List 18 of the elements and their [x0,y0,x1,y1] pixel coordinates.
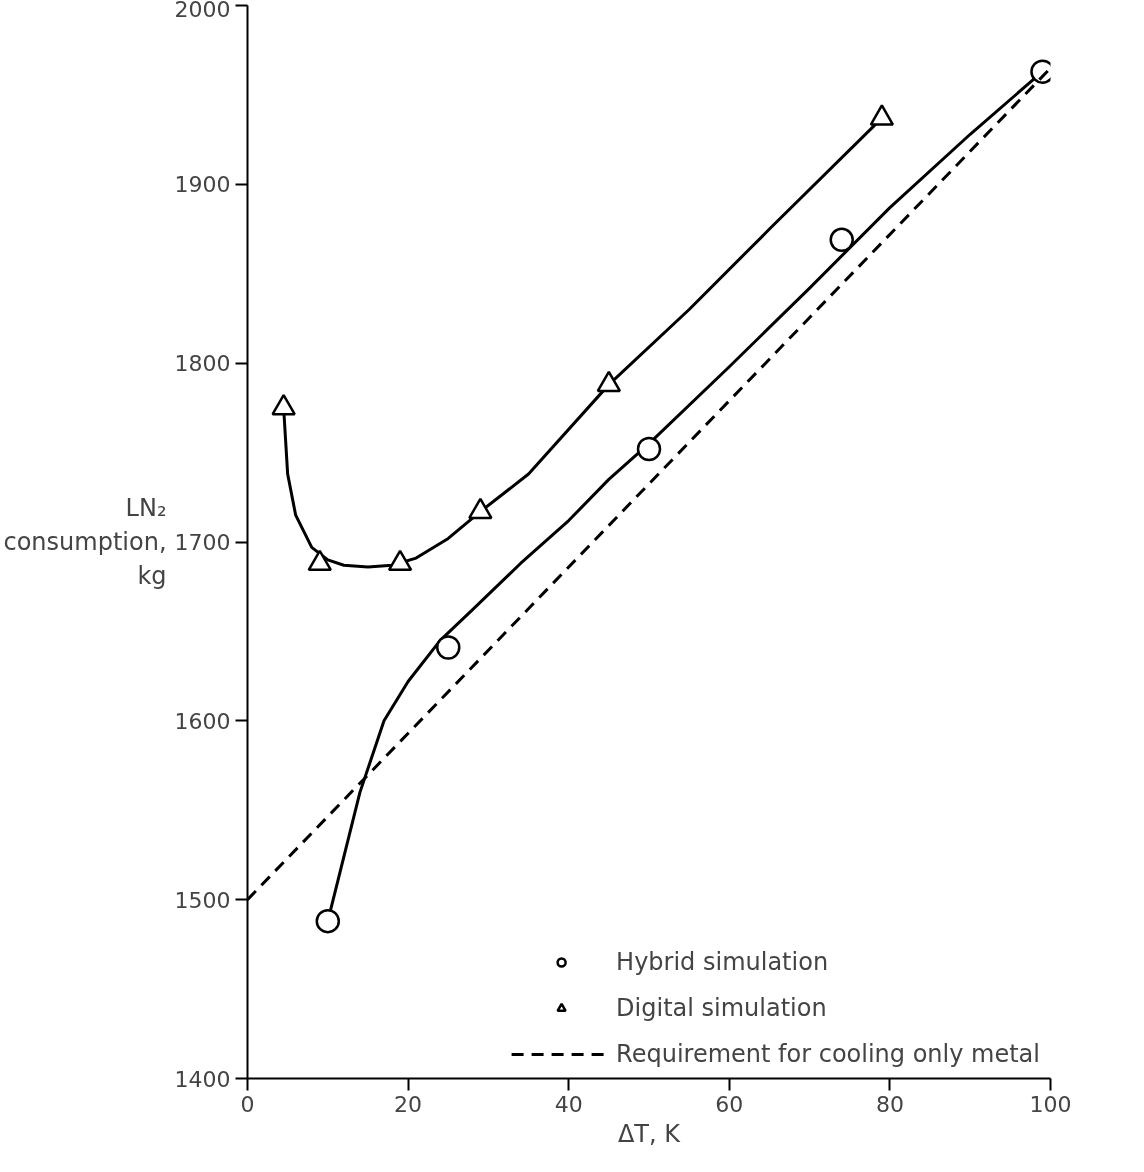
y-tick-label: 1900 [174,172,231,198]
x-tick-label: 0 [240,1091,255,1117]
x-tick-label: 60 [715,1091,744,1117]
legend-label: Hybrid simulation [616,948,829,976]
y-tick-label: 1600 [174,708,231,734]
y-tick-label: 1400 [174,1066,231,1092]
x-tick-label: 100 [1029,1091,1072,1117]
y-tick-label: 1800 [174,351,231,377]
legend-label: Requirement for cooling only metal [616,1040,1040,1068]
y-tick-label: 2000 [174,0,231,22]
y-tick-label: 1700 [174,530,231,555]
x-tick-label: 20 [394,1091,423,1117]
legend-label: Digital simulation [616,994,827,1022]
y-axis-title: LN₂ consumption, kg [3,494,167,590]
x-tick-label: 40 [554,1091,583,1117]
x-tick-label: 80 [875,1091,904,1117]
x-axis-title: ΔT, K [617,1119,682,1148]
y-tick-label: 1500 [174,887,231,913]
